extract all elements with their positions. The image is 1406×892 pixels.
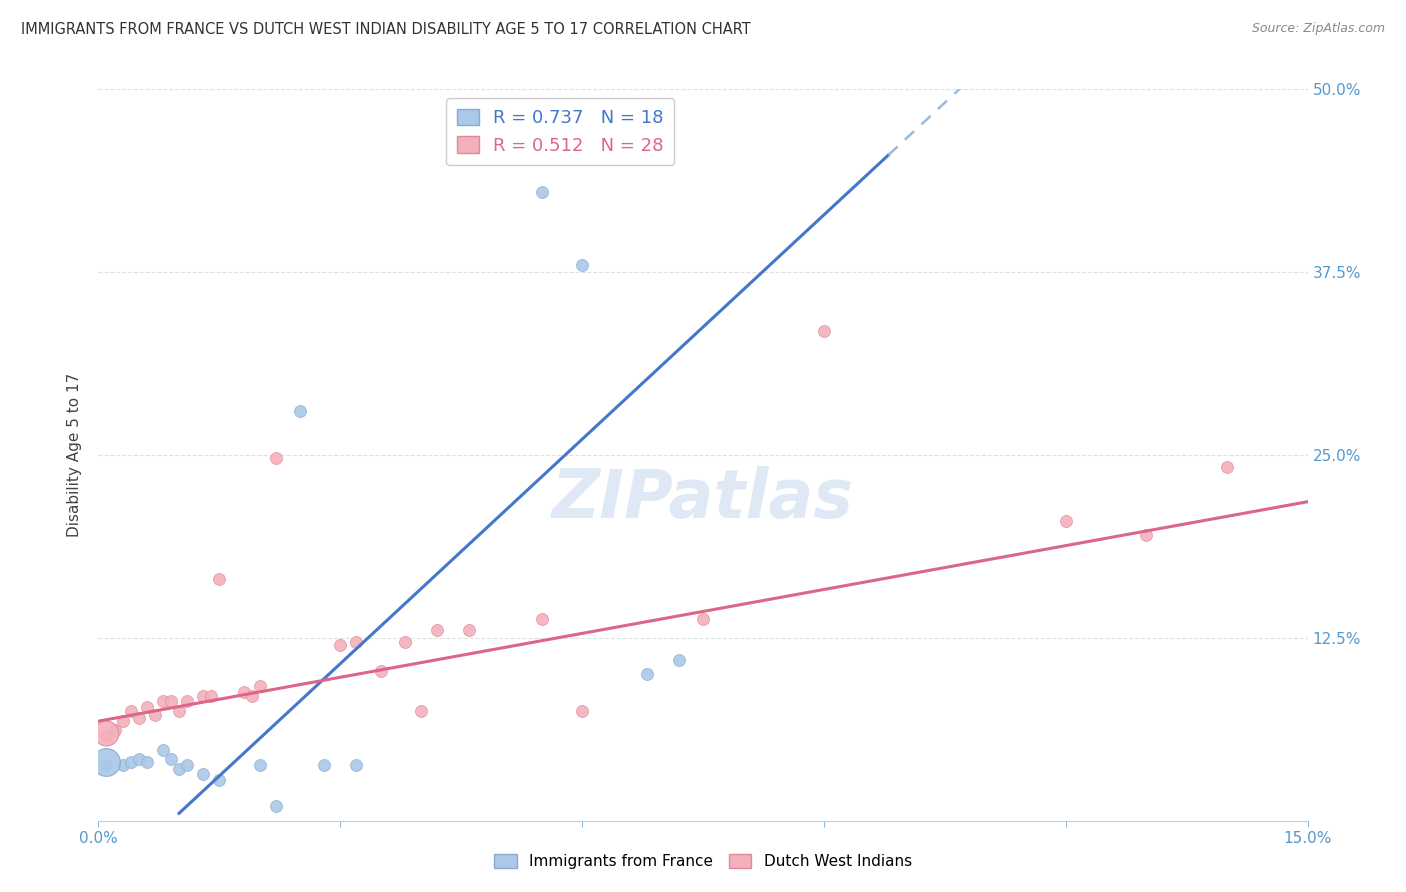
Point: [208, 572, 231, 586]
Point: [176, 758, 198, 772]
Point: [167, 704, 190, 718]
Point: [111, 758, 134, 772]
Point: [314, 758, 336, 772]
Point: [240, 690, 263, 704]
Point: [96, 758, 118, 772]
Point: [458, 624, 481, 638]
Point: [193, 767, 215, 781]
Point: [176, 694, 198, 708]
Point: [571, 704, 593, 718]
Point: [143, 708, 166, 723]
Legend: Immigrants from France, Dutch West Indians: Immigrants from France, Dutch West India…: [488, 848, 918, 875]
Legend: R = 0.737   N = 18, R = 0.512   N = 28: R = 0.737 N = 18, R = 0.512 N = 28: [446, 98, 675, 165]
Point: [1216, 459, 1239, 474]
Point: [152, 694, 174, 708]
Point: [1054, 514, 1077, 528]
Point: [1135, 528, 1157, 542]
Point: [232, 685, 254, 699]
Point: [167, 763, 190, 777]
Point: [120, 704, 142, 718]
Point: [264, 450, 287, 465]
Point: [370, 665, 392, 679]
Point: [128, 711, 150, 725]
Point: [571, 258, 593, 272]
Point: [344, 758, 367, 772]
Point: [128, 752, 150, 766]
Point: [530, 185, 553, 199]
Text: ZIPatlas: ZIPatlas: [553, 466, 853, 532]
Point: [160, 752, 183, 766]
Point: [692, 612, 714, 626]
Point: [249, 679, 271, 693]
Point: [96, 726, 118, 740]
Text: IMMIGRANTS FROM FRANCE VS DUTCH WEST INDIAN DISABILITY AGE 5 TO 17 CORRELATION C: IMMIGRANTS FROM FRANCE VS DUTCH WEST IND…: [21, 22, 751, 37]
Point: [103, 723, 125, 737]
Point: [200, 690, 222, 704]
Point: [288, 404, 311, 418]
Point: [160, 694, 183, 708]
Point: [208, 772, 231, 787]
Point: [135, 699, 157, 714]
Point: [264, 799, 287, 814]
Point: [152, 743, 174, 757]
Point: [344, 635, 367, 649]
Point: [668, 653, 690, 667]
Point: [813, 324, 835, 338]
Point: [249, 758, 271, 772]
Text: Source: ZipAtlas.com: Source: ZipAtlas.com: [1251, 22, 1385, 36]
Point: [96, 729, 118, 743]
Point: [193, 690, 215, 704]
Point: [120, 755, 142, 769]
Point: [636, 667, 658, 681]
Point: [135, 755, 157, 769]
Point: [394, 635, 416, 649]
Point: [111, 714, 134, 728]
Y-axis label: Disability Age 5 to 17: Disability Age 5 to 17: [67, 373, 83, 537]
Point: [96, 755, 118, 769]
Point: [329, 638, 352, 652]
Point: [409, 704, 432, 718]
Point: [426, 624, 449, 638]
Point: [530, 612, 553, 626]
